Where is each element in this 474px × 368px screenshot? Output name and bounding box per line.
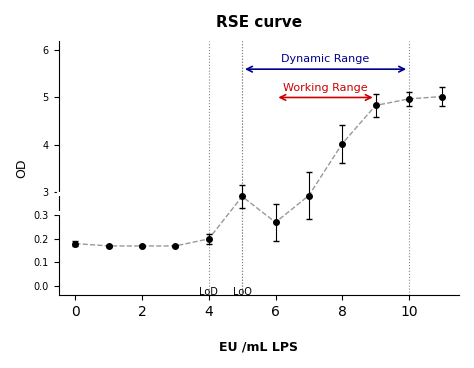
Text: LoQ: LoQ	[233, 287, 252, 297]
Text: Dynamic Range: Dynamic Range	[282, 54, 370, 64]
Text: Working Range: Working Range	[283, 83, 368, 93]
Y-axis label: OD: OD	[15, 158, 28, 178]
X-axis label: EU /mL LPS: EU /mL LPS	[219, 340, 298, 353]
Title: RSE curve: RSE curve	[216, 15, 302, 30]
Text: LoD: LoD	[200, 287, 218, 297]
